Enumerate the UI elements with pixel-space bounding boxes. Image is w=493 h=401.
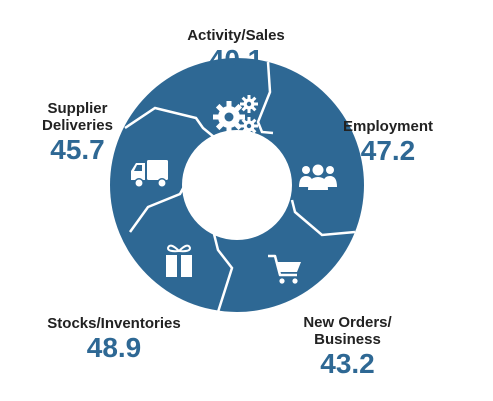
- segment-stocks-inventories: Stocks/Inventories 48.9: [24, 315, 204, 363]
- segment-value: 43.2: [320, 348, 375, 379]
- gift-icon: [164, 244, 194, 277]
- segment-dividers: [124, 61, 356, 313]
- segment-label: New Orders/ Business: [303, 314, 392, 348]
- segment-value: 47.2: [360, 135, 416, 166]
- divider-4: [128, 180, 189, 233]
- divider-1: [256, 61, 274, 135]
- ring-center-hole: [182, 130, 292, 240]
- divider-3: [212, 233, 234, 313]
- segment-label: Stocks/Inventories: [47, 315, 181, 332]
- shopping-cart-icon: [268, 254, 301, 284]
- segment-label: Activity/Sales: [187, 27, 285, 44]
- divider-2: [290, 199, 356, 237]
- segment-employment: Employment 47.2: [328, 118, 448, 166]
- segment-new-orders-business: New Orders/ Business 43.2: [285, 314, 410, 379]
- segment-label: Supplier Deliveries: [42, 100, 113, 134]
- segment-value: 40.1: [208, 44, 264, 75]
- segment-label: Employment: [342, 118, 433, 135]
- divider-5: [124, 106, 215, 138]
- segment-activity-sales: Activity/Sales 40.1: [166, 27, 306, 75]
- segment-value: 45.7: [50, 134, 105, 165]
- segment-value: 48.9: [86, 332, 142, 363]
- segment-supplier-deliveries: Supplier Deliveries 45.7: [20, 100, 135, 165]
- people-icon: [299, 164, 337, 190]
- delivery-truck-icon: [131, 160, 168, 188]
- gears-icon: [213, 95, 258, 135]
